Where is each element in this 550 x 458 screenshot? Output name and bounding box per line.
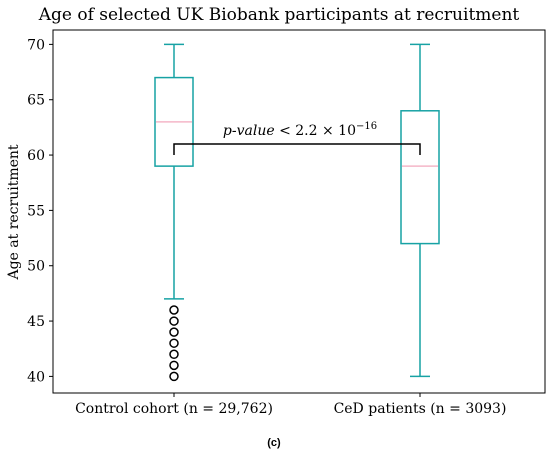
p-value-label: p-value < 2.2 × 10−16 — [223, 121, 377, 139]
outlier-point — [169, 349, 179, 360]
y-tick-label-70: 70 — [27, 37, 45, 53]
outlier-point — [169, 371, 179, 382]
y-tick-label-50: 50 — [27, 259, 45, 275]
outlier-point — [169, 305, 179, 315]
p-value-term: p-value — [223, 123, 275, 139]
figure-caption: (c) — [267, 437, 281, 449]
y-tick-label-45: 45 — [27, 314, 45, 330]
box-2 — [400, 43, 440, 378]
p-value-exponent: −16 — [356, 121, 377, 132]
y-tick-label-40: 40 — [27, 369, 45, 385]
y-tick-label-60: 60 — [27, 148, 45, 164]
outlier-point — [169, 360, 179, 371]
box-series — [154, 43, 440, 382]
x-tick-label-1: Control cohort (n = 29,762) — [75, 401, 273, 417]
outlier-point — [169, 327, 179, 337]
iqr-box — [154, 76, 194, 167]
chart-title: Age of selected UK Biobank participants … — [38, 5, 520, 25]
outlier-point — [169, 316, 179, 326]
x-tick-label-2: CeD patients (n = 3093) — [334, 401, 507, 417]
plot-frame — [52, 29, 546, 394]
outlier-point — [169, 338, 179, 348]
p-value-relation: < 2.2 × 10 — [275, 123, 356, 139]
y-tick-label-55: 55 — [27, 203, 45, 219]
y-axis: 40 45 50 55 60 65 70 — [27, 37, 53, 385]
x-axis: Control cohort (n = 29,762) CeD patients … — [75, 393, 506, 417]
significance-annotation: p-value < 2.2 × 10−16 — [173, 121, 421, 156]
y-axis-label: Age at recruitment — [6, 144, 22, 280]
significance-bracket — [173, 143, 421, 156]
box-1 — [154, 43, 194, 382]
iqr-box — [400, 110, 440, 245]
y-tick-label-65: 65 — [27, 93, 45, 109]
